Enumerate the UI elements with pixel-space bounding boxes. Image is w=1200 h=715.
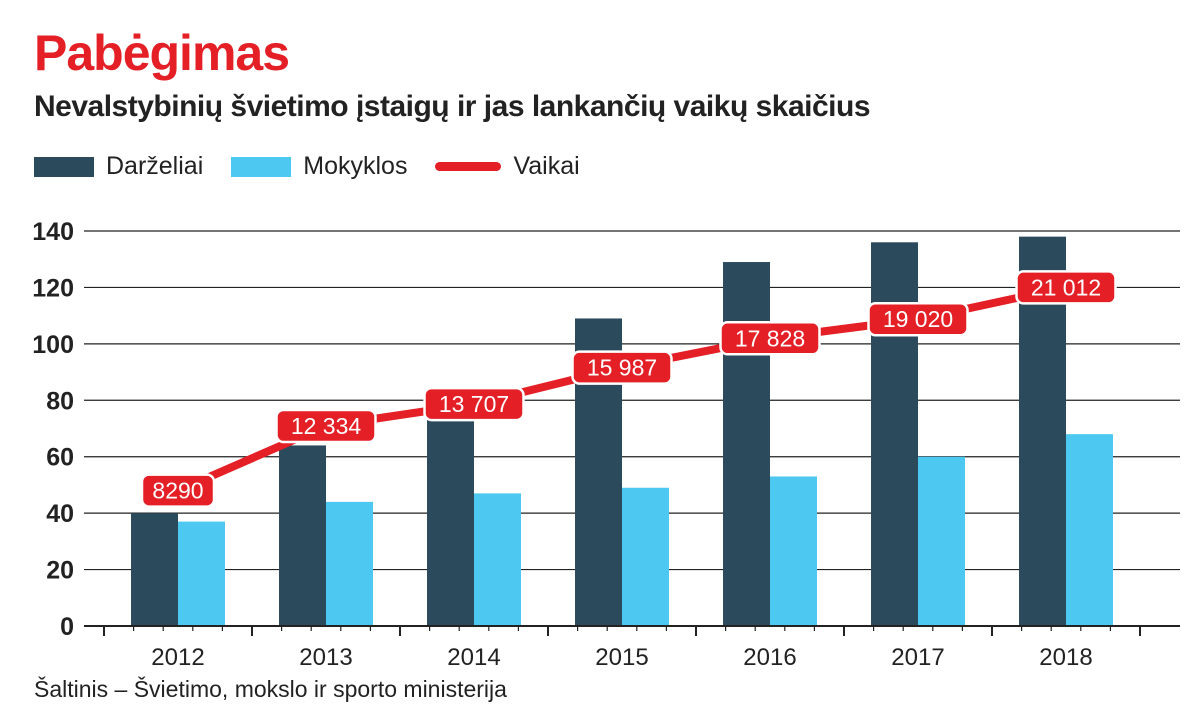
legend: Darželiai Mokyklos Vaikai (34, 152, 608, 181)
y-tick-label: 60 (46, 444, 74, 472)
x-tick-label: 2012 (151, 644, 204, 671)
bar-mokyklos (622, 487, 669, 626)
data-label-box-vaikai (423, 386, 525, 422)
y-tick-label: 0 (60, 613, 74, 641)
bar-darzeliai (131, 513, 178, 626)
bar-mokyklos (178, 521, 225, 626)
data-label-vaikai: 21 012 (1031, 274, 1101, 300)
x-tick-label: 2014 (447, 644, 500, 671)
bar-mokyklos (918, 456, 965, 626)
data-label-vaikai: 19 020 (883, 306, 953, 332)
bar-mokyklos (474, 493, 521, 626)
data-label-box-vaikai (571, 350, 673, 385)
bar-mokyklos (1066, 434, 1113, 626)
bar-darzeliai (723, 262, 770, 626)
x-tick-label: 2017 (891, 644, 944, 671)
legend-swatch-mokyklos (231, 156, 292, 177)
bar-darzeliai (427, 400, 474, 626)
data-label-box-vaikai (140, 473, 216, 508)
y-tick-label: 140 (32, 218, 74, 246)
chart-title: Pabėgimas (34, 25, 290, 81)
y-tick-label: 80 (46, 387, 74, 415)
legend-swatch-vaikai (435, 162, 502, 171)
data-label-box-vaikai (867, 301, 969, 337)
data-label-vaikai: 17 828 (735, 325, 805, 351)
data-label-vaikai: 12 334 (291, 413, 362, 439)
data-label-box-vaikai (719, 321, 821, 356)
legend-item-mokyklos: Mokyklos (231, 152, 407, 181)
bar-mokyklos (770, 476, 817, 626)
x-tick-label: 2015 (595, 644, 648, 671)
legend-item-vaikai: Vaikai (435, 152, 580, 181)
legend-swatch-darzeliai (34, 156, 94, 177)
bar-mokyklos (326, 501, 373, 626)
y-tick-label: 120 (32, 274, 74, 302)
data-label-vaikai: 13 707 (439, 391, 509, 417)
legend-label-vaikai: Vaikai (513, 152, 580, 180)
y-tick-label: 20 (46, 557, 74, 585)
x-tick-label: 2018 (1039, 644, 1092, 671)
data-label-vaikai: 8290 (152, 478, 203, 504)
legend-item-darzeliai: Darželiai (34, 152, 203, 181)
chart-subtitle: Nevalstybinių švietimo įstaigų ir jas la… (34, 90, 871, 123)
x-tick-label: 2016 (743, 644, 796, 671)
bar-darzeliai (871, 242, 918, 627)
data-label-box-vaikai (1015, 270, 1117, 305)
source-note: Šaltinis – Švietimo, mokslo ir sporto mi… (34, 676, 507, 702)
bar-darzeliai (279, 445, 326, 626)
data-label-vaikai: 15 987 (587, 355, 657, 381)
legend-label-mokyklos: Mokyklos (303, 152, 408, 180)
y-tick-label: 100 (32, 331, 74, 359)
legend-label-darzeliai: Darželiai (106, 152, 204, 180)
y-tick-label: 40 (46, 500, 74, 528)
x-tick-label: 2013 (299, 644, 352, 671)
data-label-box-vaikai (275, 408, 377, 444)
